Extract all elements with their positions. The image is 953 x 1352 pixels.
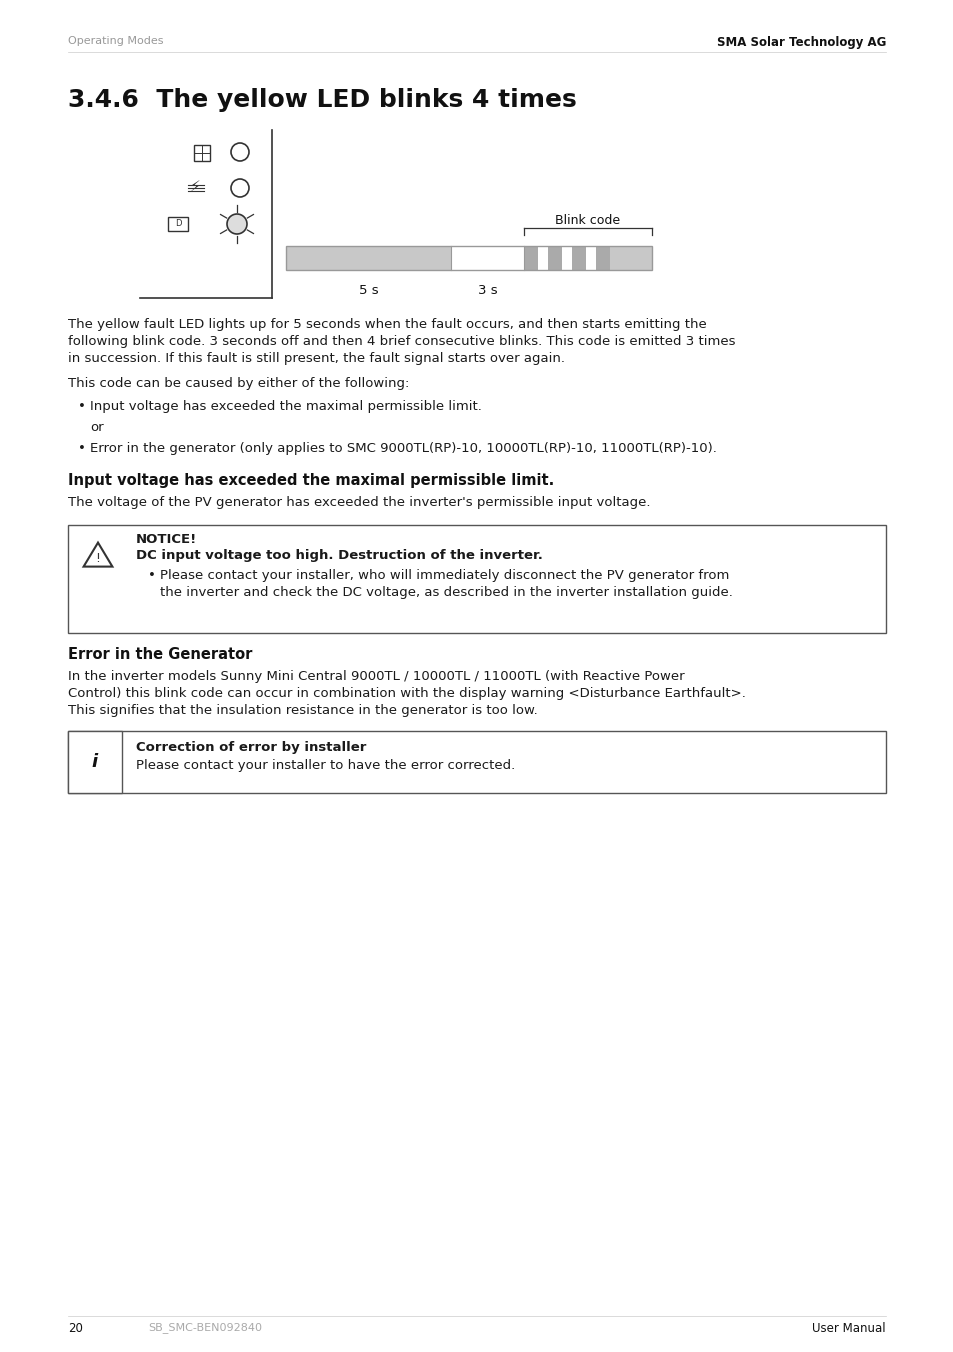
Text: D: D [174,219,181,228]
Text: Correction of error by installer: Correction of error by installer [136,741,366,754]
Text: 3 s: 3 s [477,284,497,297]
Text: •: • [148,569,155,581]
Bar [561,246,572,270]
Bar [585,246,596,270]
Bar [68,731,122,794]
Text: the inverter and check the DC voltage, as described in the inverter installation: the inverter and check the DC voltage, a… [160,585,732,599]
Circle shape [227,214,247,234]
Bar [68,525,885,633]
Bar [68,731,885,794]
Text: Error in the generator (only applies to SMC 9000TL(RP)-10, 10000TL(RP)-10, 11000: Error in the generator (only applies to … [90,442,716,456]
Text: 5 s: 5 s [358,284,378,297]
Bar [286,246,451,270]
Text: ⚡: ⚡ [190,178,200,193]
Text: in succession. If this fault is still present, the fault signal starts over agai: in succession. If this fault is still pr… [68,352,564,365]
Text: SB_SMC-BEN092840: SB_SMC-BEN092840 [148,1322,262,1333]
Text: or: or [90,420,104,434]
Bar [451,246,523,270]
Text: DC input voltage too high. Destruction of the inverter.: DC input voltage too high. Destruction o… [136,549,542,562]
Bar [537,246,547,270]
Text: User Manual: User Manual [812,1322,885,1334]
Text: •: • [78,400,86,412]
Text: The voltage of the PV generator has exceeded the inverter's permissible input vo: The voltage of the PV generator has exce… [68,496,650,508]
Text: Please contact your installer to have the error corrected.: Please contact your installer to have th… [136,758,515,772]
Text: This signifies that the insulation resistance in the generator is too low.: This signifies that the insulation resis… [68,704,537,717]
Text: Control) this blink code can occur in combination with the display warning <Dist: Control) this blink code can occur in co… [68,687,745,700]
Bar [547,246,561,270]
Text: SMA Solar Technology AG: SMA Solar Technology AG [716,37,885,49]
Text: NOTICE!: NOTICE! [136,533,197,546]
Text: In the inverter models Sunny Mini Central 9000TL / 10000TL / 11000TL (with React: In the inverter models Sunny Mini Centra… [68,671,684,683]
Text: 3.4.6  The yellow LED blinks 4 times: 3.4.6 The yellow LED blinks 4 times [68,88,577,112]
Bar [168,218,188,231]
Text: Input voltage has exceeded the maximal permissible limit.: Input voltage has exceeded the maximal p… [90,400,481,412]
Text: Operating Modes: Operating Modes [68,37,163,46]
Bar [609,246,651,270]
Text: This code can be caused by either of the following:: This code can be caused by either of the… [68,377,409,389]
Text: •: • [78,442,86,456]
Text: Input voltage has exceeded the maximal permissible limit.: Input voltage has exceeded the maximal p… [68,473,554,488]
Text: !: ! [95,552,100,565]
Bar [596,246,609,270]
Text: 20: 20 [68,1322,83,1334]
Text: Blink code: Blink code [555,214,619,227]
Text: following blink code. 3 seconds off and then 4 brief consecutive blinks. This co: following blink code. 3 seconds off and … [68,335,735,347]
Text: i: i [91,753,98,771]
Text: Please contact your installer, who will immediately disconnect the PV generator : Please contact your installer, who will … [160,569,729,581]
Bar [572,246,585,270]
Bar [193,145,210,161]
Bar [523,246,537,270]
Bar [286,246,651,270]
Text: The yellow fault LED lights up for 5 seconds when the fault occurs, and then sta: The yellow fault LED lights up for 5 sec… [68,318,706,331]
Text: Error in the Generator: Error in the Generator [68,648,253,662]
